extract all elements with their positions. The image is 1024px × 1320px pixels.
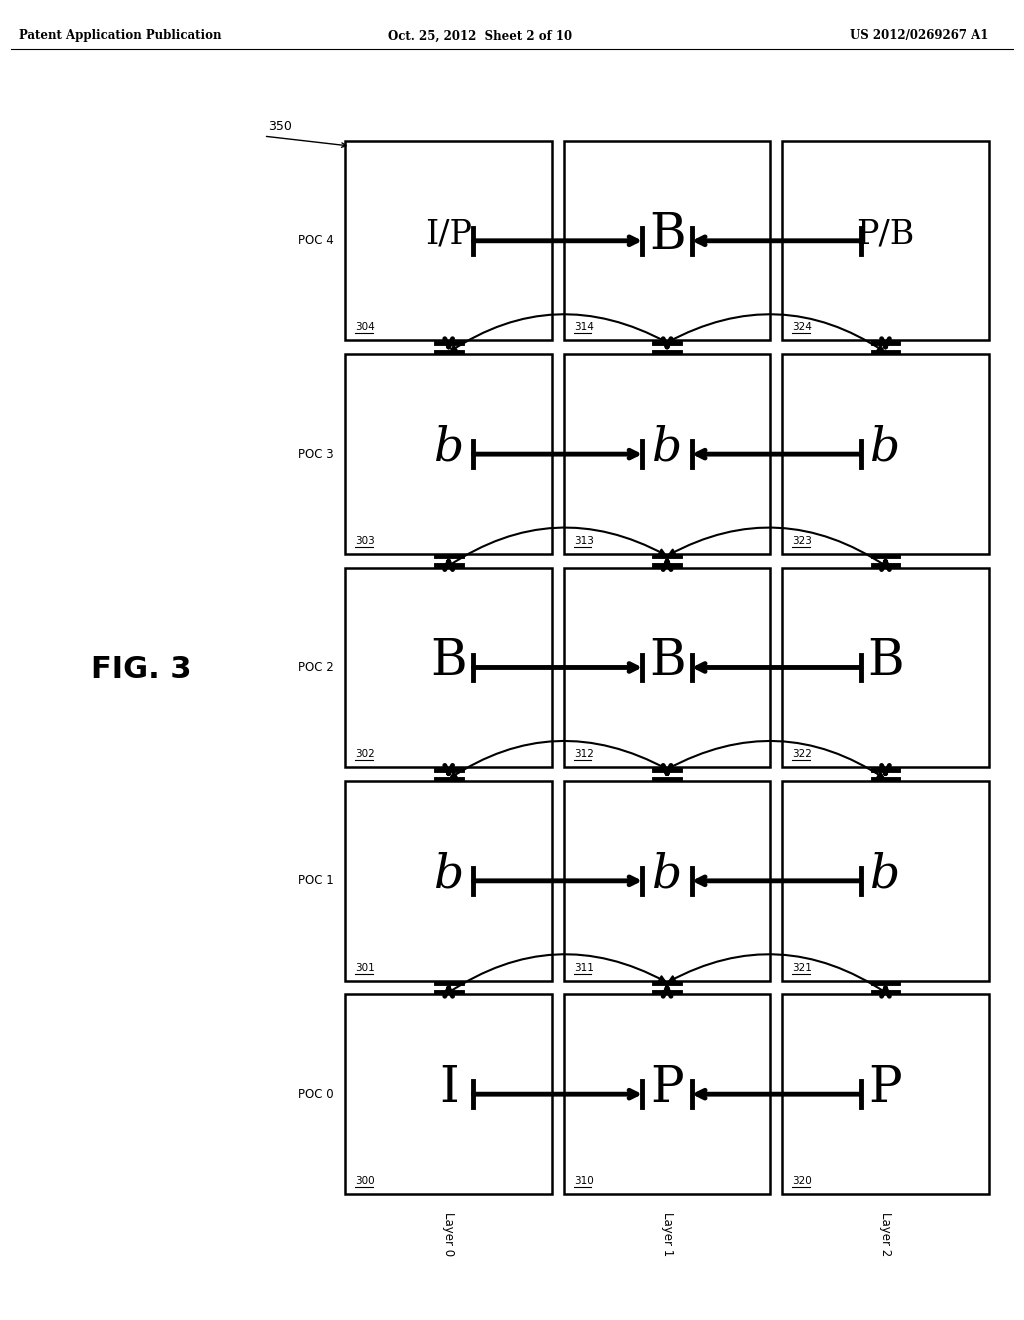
Text: FIG. 3: FIG. 3: [91, 656, 191, 685]
Text: Layer 2: Layer 2: [879, 1212, 892, 1257]
Text: 350: 350: [267, 120, 292, 132]
Text: 304: 304: [355, 322, 375, 333]
Text: POC 3: POC 3: [298, 447, 334, 461]
Text: Layer 1: Layer 1: [660, 1212, 674, 1257]
Text: 300: 300: [355, 1176, 375, 1185]
Text: 313: 313: [573, 536, 594, 546]
Text: P: P: [868, 1064, 902, 1113]
Text: 312: 312: [573, 750, 594, 759]
Bar: [782, 781, 989, 981]
Text: b: b: [870, 425, 901, 471]
Text: POC 4: POC 4: [298, 234, 334, 247]
Text: 324: 324: [793, 322, 812, 333]
FancyArrowPatch shape: [451, 741, 667, 777]
Text: B: B: [649, 210, 685, 260]
Text: 311: 311: [573, 962, 594, 973]
FancyArrowPatch shape: [449, 528, 665, 566]
Text: 320: 320: [793, 1176, 812, 1185]
Bar: [345, 568, 552, 767]
FancyArrowPatch shape: [667, 741, 884, 777]
Text: 314: 314: [573, 322, 594, 333]
Bar: [564, 141, 770, 341]
Bar: [782, 994, 989, 1193]
Text: I: I: [439, 1064, 459, 1113]
Bar: [782, 568, 989, 767]
Text: b: b: [433, 853, 464, 898]
Bar: [564, 568, 770, 767]
Text: POC 1: POC 1: [298, 874, 334, 887]
Text: POC 0: POC 0: [298, 1088, 334, 1101]
Text: 323: 323: [793, 536, 812, 546]
Text: P: P: [650, 1064, 684, 1113]
Bar: [345, 141, 552, 341]
Bar: [564, 355, 770, 554]
Text: 310: 310: [573, 1176, 594, 1185]
Text: 321: 321: [793, 962, 812, 973]
Bar: [345, 355, 552, 554]
Text: Oct. 25, 2012  Sheet 2 of 10: Oct. 25, 2012 Sheet 2 of 10: [388, 29, 572, 42]
Text: Layer 0: Layer 0: [442, 1212, 456, 1255]
Text: B: B: [649, 636, 685, 686]
Text: b: b: [652, 425, 682, 471]
Text: 302: 302: [355, 750, 375, 759]
Bar: [564, 994, 770, 1193]
Text: B: B: [430, 636, 467, 686]
Text: I/P: I/P: [425, 219, 472, 251]
Text: US 2012/0269267 A1: US 2012/0269267 A1: [850, 29, 989, 42]
Bar: [782, 355, 989, 554]
Bar: [345, 781, 552, 981]
Text: b: b: [652, 853, 682, 898]
FancyArrowPatch shape: [667, 314, 884, 351]
Text: B: B: [867, 636, 904, 686]
Bar: [345, 994, 552, 1193]
Text: POC 2: POC 2: [298, 661, 334, 675]
Text: b: b: [870, 853, 901, 898]
FancyArrowPatch shape: [669, 528, 886, 566]
Bar: [564, 781, 770, 981]
FancyArrowPatch shape: [449, 954, 665, 993]
FancyArrowPatch shape: [669, 954, 886, 993]
Text: 303: 303: [355, 536, 375, 546]
Text: P/B: P/B: [856, 219, 914, 251]
Text: Patent Application Publication: Patent Application Publication: [19, 29, 222, 42]
Bar: [782, 141, 989, 341]
Text: 301: 301: [355, 962, 375, 973]
Text: b: b: [433, 425, 464, 471]
FancyArrowPatch shape: [451, 314, 667, 351]
Text: 322: 322: [793, 750, 812, 759]
